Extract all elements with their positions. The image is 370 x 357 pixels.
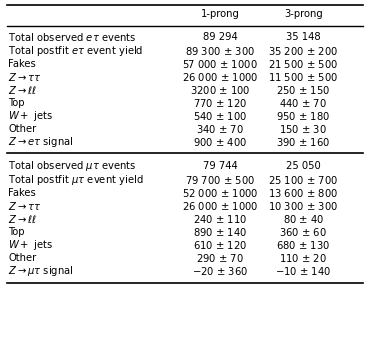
Text: 25 100 $\pm$ 700: 25 100 $\pm$ 700 xyxy=(268,174,339,186)
Text: Fakes: Fakes xyxy=(8,59,36,69)
Text: 35 200 $\pm$ 200: 35 200 $\pm$ 200 xyxy=(268,45,339,57)
Text: $W +$ jets: $W +$ jets xyxy=(8,109,53,123)
Text: $Z \rightarrow \mu\tau$ signal: $Z \rightarrow \mu\tau$ signal xyxy=(8,264,74,278)
Text: 89 300 $\pm$ 300: 89 300 $\pm$ 300 xyxy=(185,45,255,57)
Text: 680 $\pm$ 130: 680 $\pm$ 130 xyxy=(276,239,330,251)
Text: 79 700 $\pm$ 500: 79 700 $\pm$ 500 xyxy=(185,174,255,186)
Text: 340 $\pm$ 70: 340 $\pm$ 70 xyxy=(196,123,244,135)
Text: $Z \rightarrow \ell\ell$: $Z \rightarrow \ell\ell$ xyxy=(8,84,37,96)
Text: Fakes: Fakes xyxy=(8,188,36,198)
Text: 110 $\pm$ 20: 110 $\pm$ 20 xyxy=(279,252,327,264)
Text: 11 500 $\pm$ 500: 11 500 $\pm$ 500 xyxy=(268,71,339,83)
Text: Other: Other xyxy=(8,253,36,263)
Text: 950 $\pm$ 180: 950 $\pm$ 180 xyxy=(276,110,330,122)
Text: 440 $\pm$ 70: 440 $\pm$ 70 xyxy=(279,97,327,109)
Text: $Z \rightarrow \tau\tau$: $Z \rightarrow \tau\tau$ xyxy=(8,71,41,83)
Text: 540 $\pm$ 100: 540 $\pm$ 100 xyxy=(193,110,247,122)
Text: 57 000 $\pm$ 1000: 57 000 $\pm$ 1000 xyxy=(182,58,258,70)
Text: 890 $\pm$ 140: 890 $\pm$ 140 xyxy=(193,226,247,238)
Text: 21 500 $\pm$ 500: 21 500 $\pm$ 500 xyxy=(268,58,339,70)
Text: 390 $\pm$ 160: 390 $\pm$ 160 xyxy=(276,136,330,148)
Text: 610 $\pm$ 120: 610 $\pm$ 120 xyxy=(193,239,247,251)
Text: 25 050: 25 050 xyxy=(286,161,321,171)
Text: 80 $\pm$ 40: 80 $\pm$ 40 xyxy=(283,213,324,225)
Text: 13 600 $\pm$ 800: 13 600 $\pm$ 800 xyxy=(268,187,339,199)
Text: 10 300 $\pm$ 300: 10 300 $\pm$ 300 xyxy=(268,200,339,212)
Text: 3-prong: 3-prong xyxy=(284,9,323,19)
Text: $W +$ jets: $W +$ jets xyxy=(8,238,53,252)
Text: Total postfit $\mu\tau$ event yield: Total postfit $\mu\tau$ event yield xyxy=(8,173,144,187)
Text: 150 $\pm$ 30: 150 $\pm$ 30 xyxy=(279,123,327,135)
Text: 240 $\pm$ 110: 240 $\pm$ 110 xyxy=(193,213,247,225)
Text: Other: Other xyxy=(8,124,36,134)
Text: Total observed $e\tau$ events: Total observed $e\tau$ events xyxy=(8,31,137,43)
Text: Total postfit $e\tau$ event yield: Total postfit $e\tau$ event yield xyxy=(8,44,144,58)
Text: 360 $\pm$ 60: 360 $\pm$ 60 xyxy=(279,226,327,238)
Text: $-$20 $\pm$ 360: $-$20 $\pm$ 360 xyxy=(192,265,248,277)
Text: Total observed $\mu\tau$ events: Total observed $\mu\tau$ events xyxy=(8,159,137,173)
Text: 900 $\pm$ 400: 900 $\pm$ 400 xyxy=(193,136,247,148)
Text: $Z \rightarrow e\tau$ signal: $Z \rightarrow e\tau$ signal xyxy=(8,135,74,149)
Text: $-$10 $\pm$ 140: $-$10 $\pm$ 140 xyxy=(275,265,332,277)
Text: Top: Top xyxy=(8,98,25,108)
Text: 290 $\pm$ 70: 290 $\pm$ 70 xyxy=(196,252,244,264)
Text: 3200 $\pm$ 100: 3200 $\pm$ 100 xyxy=(190,84,250,96)
Text: $Z \rightarrow \ell\ell$: $Z \rightarrow \ell\ell$ xyxy=(8,213,37,225)
Text: 79 744: 79 744 xyxy=(203,161,238,171)
Text: Top: Top xyxy=(8,227,25,237)
Text: 26 000 $\pm$ 1000: 26 000 $\pm$ 1000 xyxy=(182,200,258,212)
Text: 89 294: 89 294 xyxy=(203,32,238,42)
Text: $Z \rightarrow \tau\tau$: $Z \rightarrow \tau\tau$ xyxy=(8,200,41,212)
Text: 770 $\pm$ 120: 770 $\pm$ 120 xyxy=(193,97,247,109)
Text: 52 000 $\pm$ 1000: 52 000 $\pm$ 1000 xyxy=(182,187,258,199)
Text: 1-prong: 1-prong xyxy=(201,9,240,19)
Text: 35 148: 35 148 xyxy=(286,32,321,42)
Text: 26 000 $\pm$ 1000: 26 000 $\pm$ 1000 xyxy=(182,71,258,83)
Text: 250 $\pm$ 150: 250 $\pm$ 150 xyxy=(276,84,330,96)
